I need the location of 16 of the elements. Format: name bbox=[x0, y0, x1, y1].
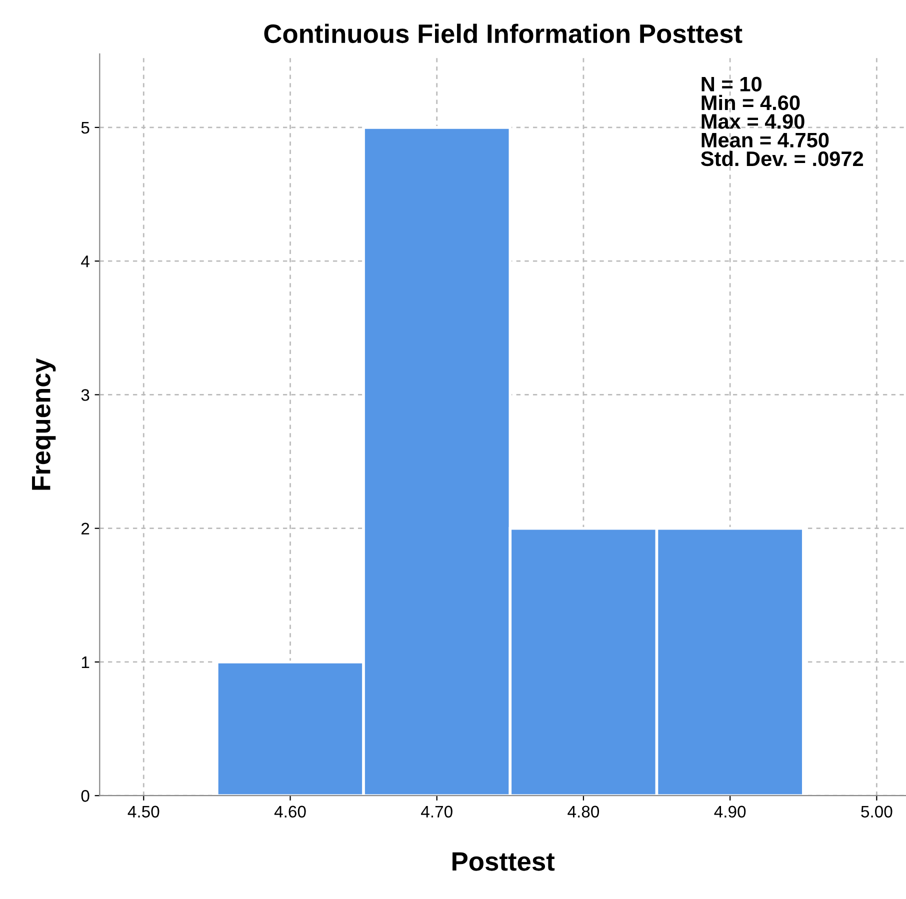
y-tick-label: 4 bbox=[81, 256, 90, 268]
annotation: N = 10 Min = 4.60 Max = 4.90 Mean = 4.750 Std. Dev. = .0972 bbox=[700, 76, 864, 166]
y-tick-label: 3 bbox=[81, 389, 90, 401]
x-tick-label: 4.70 bbox=[421, 806, 452, 818]
y-tick-label: 5 bbox=[81, 122, 90, 134]
x-axis-title: Posttest bbox=[452, 852, 555, 871]
x-tick-label: 5.00 bbox=[861, 806, 892, 818]
y-tick-label: 2 bbox=[82, 522, 90, 534]
x-tick-label: 4.90 bbox=[714, 806, 746, 818]
x-tick-label: 4.60 bbox=[274, 806, 306, 818]
x-tick-label: 4.80 bbox=[568, 806, 600, 818]
x-tick-label: 4.50 bbox=[128, 806, 160, 818]
y-axis-title: Frequency bbox=[32, 358, 56, 490]
y-tick-label: 1 bbox=[82, 656, 90, 668]
y-tick-label: 0 bbox=[81, 790, 90, 802]
chart-title: Continuous Field Information Posttest bbox=[264, 24, 742, 44]
